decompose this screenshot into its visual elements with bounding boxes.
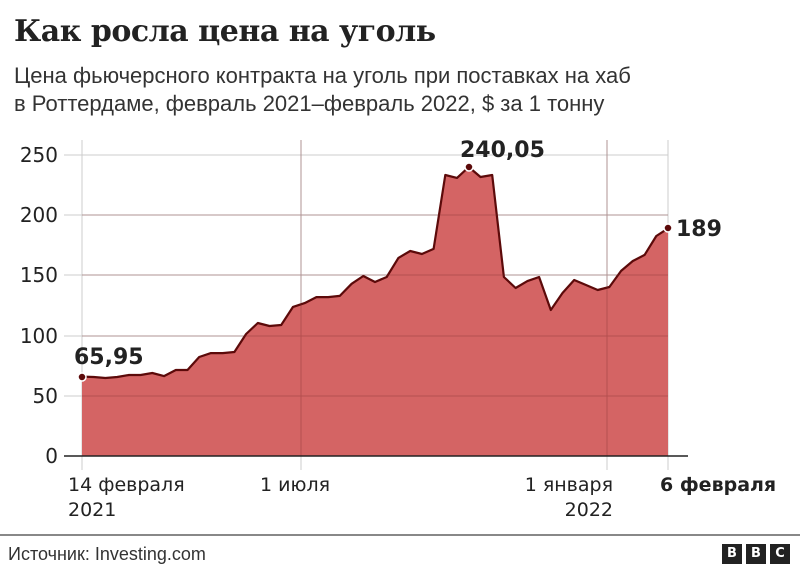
logo-letter-b2: B bbox=[746, 544, 766, 564]
price-line bbox=[81, 165, 669, 380]
end-point-marker bbox=[663, 223, 673, 233]
footer-divider bbox=[0, 534, 800, 536]
y-tick-0: 0 bbox=[45, 444, 58, 468]
y-tick-250: 250 bbox=[20, 143, 58, 167]
chart-subtitle: Цена фьючерсного контракта на уголь при … bbox=[14, 62, 774, 118]
annotations: 65,95 240,05 189 bbox=[74, 138, 722, 382]
x-axis: 14 февраля 2021 1 июля 1 января 2022 6 ф… bbox=[68, 474, 776, 521]
price-area bbox=[82, 167, 668, 456]
source-text: Источник: Investing.com bbox=[8, 544, 206, 564]
x-tick-jan-2022-year: 2022 bbox=[565, 499, 613, 521]
peak-point-marker bbox=[464, 162, 474, 172]
y-tick-200: 200 bbox=[20, 203, 58, 227]
peak-value-label: 240,05 bbox=[460, 138, 545, 163]
end-value-label: 189 bbox=[676, 217, 722, 242]
y-tick-100: 100 bbox=[20, 324, 58, 348]
x-tick-feb-2021: 14 февраля bbox=[68, 474, 185, 496]
y-axis: 250 200 150 100 50 0 bbox=[20, 143, 58, 468]
y-tick-150: 150 bbox=[20, 263, 58, 287]
y-tick-50: 50 bbox=[33, 384, 58, 408]
start-point-marker bbox=[77, 372, 87, 382]
logo-letter-b1: B bbox=[722, 544, 742, 564]
x-tick-jul: 1 июля bbox=[260, 474, 330, 496]
x-tick-jan-2022: 1 января bbox=[525, 474, 613, 496]
x-tick-feb-2021-year: 2021 bbox=[68, 499, 116, 521]
start-value-label: 65,95 bbox=[74, 345, 144, 370]
logo-letter-c: C bbox=[770, 544, 790, 564]
subtitle-line-2: в Роттердаме, февраль 2021–февраль 2022,… bbox=[14, 91, 605, 116]
subtitle-line-1: Цена фьючерсного контракта на уголь при … bbox=[14, 63, 631, 88]
x-tick-feb-2022: 6 февраля bbox=[660, 474, 776, 496]
bbc-logo: B B C bbox=[722, 544, 790, 564]
chart-title: Как росла цена на уголь bbox=[14, 14, 436, 49]
